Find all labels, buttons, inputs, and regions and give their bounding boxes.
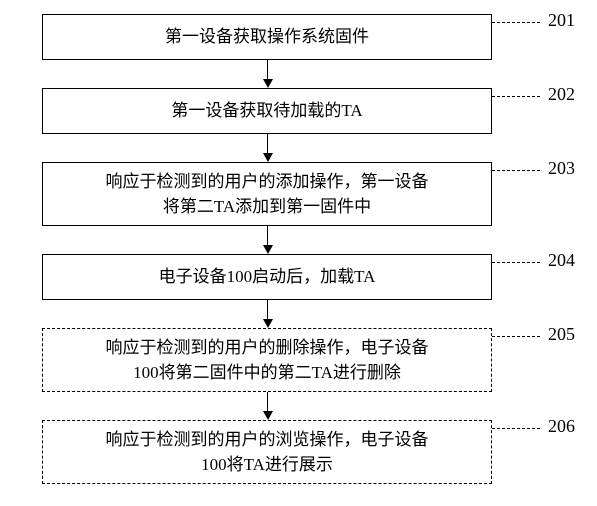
flow-step-label-205: 205 [548,324,575,345]
label-leader [492,428,540,429]
flow-step-202: 第一设备获取待加载的TA [42,88,492,134]
label-leader [492,96,540,97]
label-leader [492,262,540,263]
arrow-head [263,245,273,254]
connector-201-202 [267,60,268,79]
flowchart-canvas: 第一设备获取操作系统固件 201 第一设备获取待加载的TA 202 响应于检测到的用户的… [0,0,597,506]
arrow-head [263,79,273,88]
flow-step-text: 响应于检测到的用户的删除操作，电子设备 100将第二固件中的第二TA进行删除 [106,335,429,386]
flow-step-text: 响应于检测到的用户的添加操作，第一设备 将第二TA添加到第一固件中 [106,169,429,220]
connector-205-206 [267,392,268,411]
label-leader [492,22,540,23]
label-leader [492,170,540,171]
flow-step-204: 电子设备100启动后，加载TA [42,254,492,300]
flow-step-205: 响应于检测到的用户的删除操作，电子设备 100将第二固件中的第二TA进行删除 [42,328,492,392]
flow-step-text: 第一设备获取操作系统固件 [165,24,369,50]
label-leader [492,336,540,337]
flow-step-label-201: 201 [548,10,575,31]
arrow-head [263,411,273,420]
connector-202-203 [267,134,268,153]
flow-step-label-203: 203 [548,158,575,179]
flow-step-203: 响应于检测到的用户的添加操作，第一设备 将第二TA添加到第一固件中 [42,162,492,226]
arrow-head [263,153,273,162]
flow-step-label-202: 202 [548,84,575,105]
flow-step-text: 第一设备获取待加载的TA [171,98,362,124]
flow-step-text: 响应于检测到的用户的浏览操作，电子设备 100将TA进行展示 [106,427,429,478]
arrow-head [263,319,273,328]
flow-step-label-204: 204 [548,250,575,271]
flow-step-201: 第一设备获取操作系统固件 [42,14,492,60]
flow-step-text: 电子设备100启动后，加载TA [159,264,376,290]
flow-step-206: 响应于检测到的用户的浏览操作，电子设备 100将TA进行展示 [42,420,492,484]
connector-204-205 [267,300,268,319]
connector-203-204 [267,226,268,245]
flow-step-label-206: 206 [548,416,575,437]
